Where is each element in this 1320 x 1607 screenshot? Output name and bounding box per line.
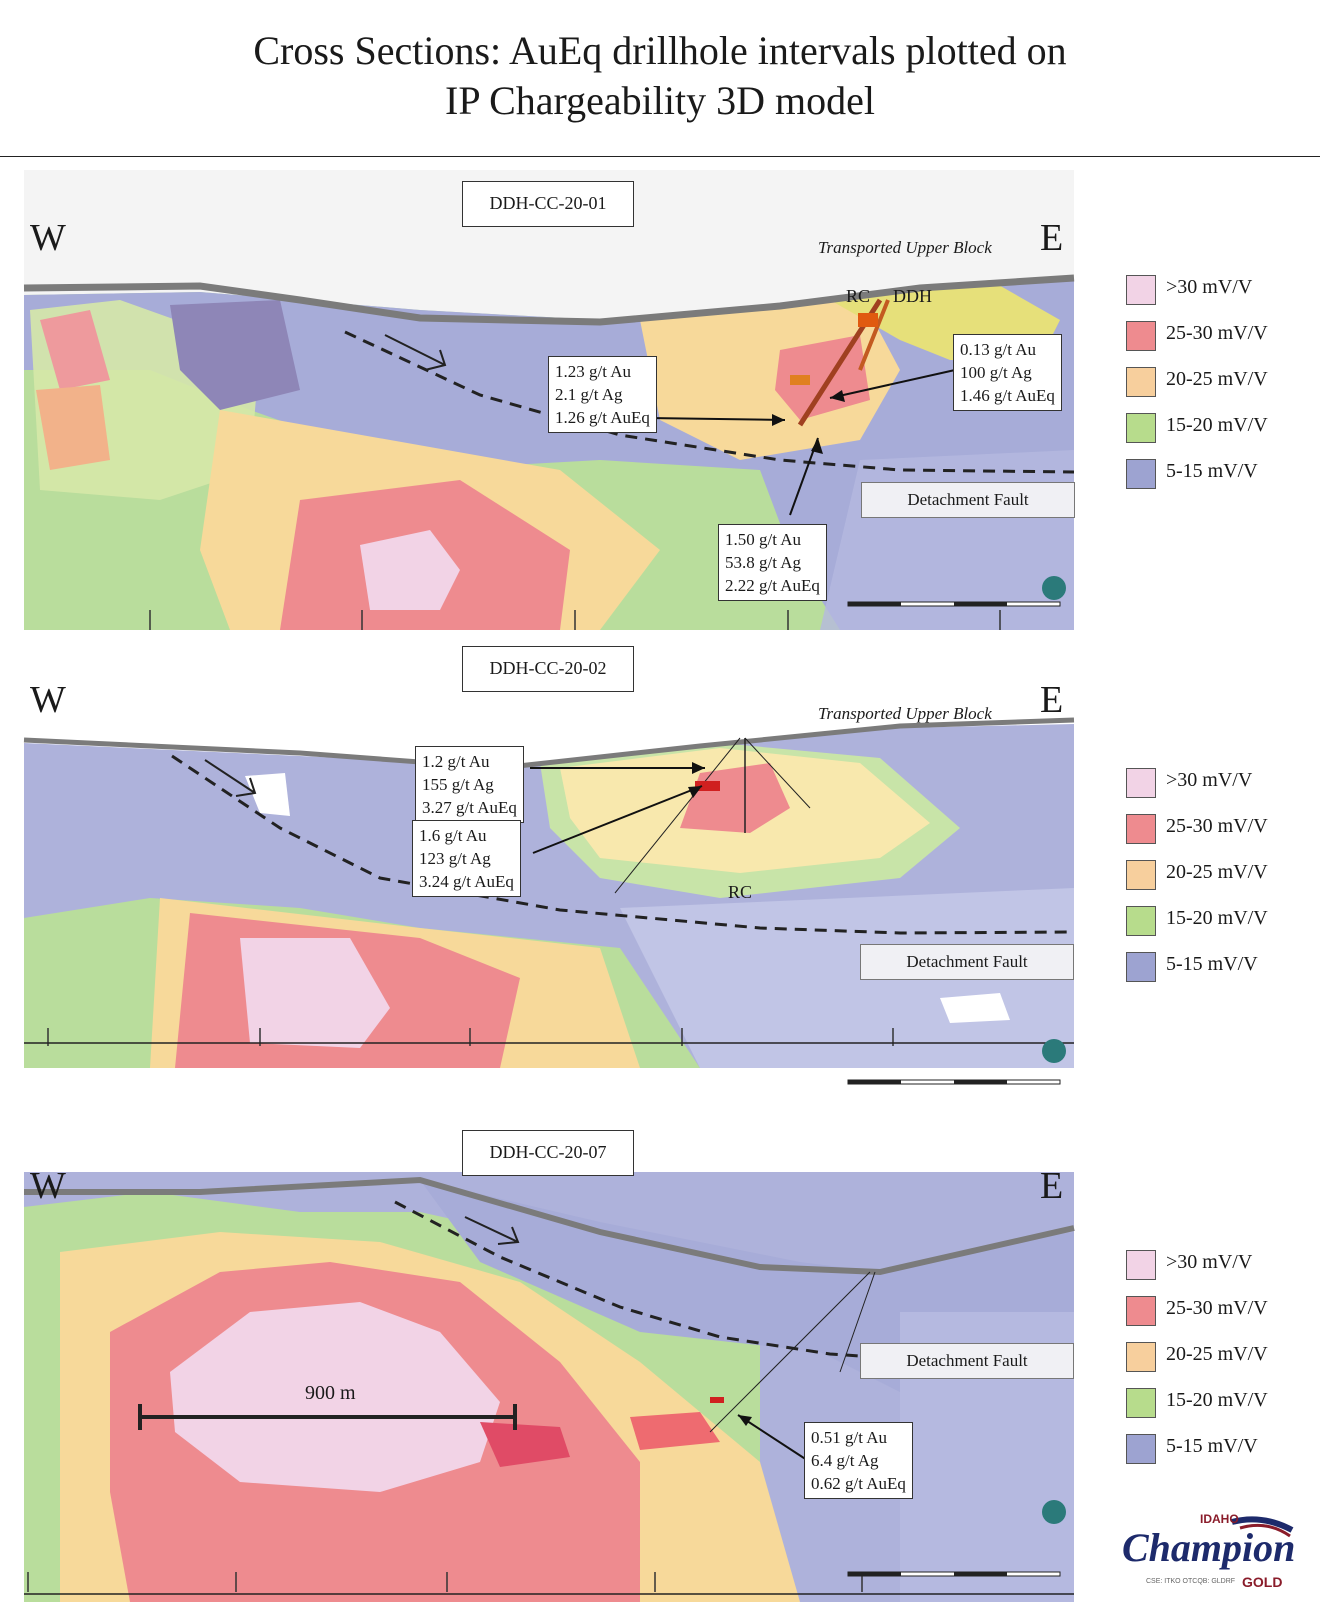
legend-swatch xyxy=(1126,413,1156,443)
idaho-champion-gold-logo: IDAHO Champion CSE: ITKO OTCQB: GLDRF GO… xyxy=(1122,1512,1312,1602)
logo-main-text: Champion xyxy=(1122,1525,1296,1570)
detachment-fault-label: Detachment Fault xyxy=(861,482,1075,518)
legend-swatch xyxy=(1126,459,1156,489)
rc-label: RC xyxy=(728,882,753,902)
legend-swatch xyxy=(1126,1250,1156,1280)
assay-annotation: 0.51 g/t Au 6.4 g/t Ag 0.62 g/t AuEq xyxy=(804,1422,913,1499)
legend-swatch xyxy=(1126,275,1156,305)
west-label: W xyxy=(30,1165,66,1207)
hole-label: DDH-CC-20-01 xyxy=(462,181,634,227)
chargeability-section-3 xyxy=(24,1172,1075,1602)
legend-swatch xyxy=(1126,1388,1156,1418)
assay-annotation: 1.50 g/t Au 53.8 g/t Ag 2.22 g/t AuEq xyxy=(718,524,827,601)
checkered-flag-icon xyxy=(1231,1516,1294,1538)
assay-annotation: 1.6 g/t Au 123 g/t Ag 3.24 g/t AuEq xyxy=(412,820,521,897)
chargeability-section-2 xyxy=(23,648,1075,1118)
chargeability-section-1 xyxy=(23,170,1075,630)
west-label: W xyxy=(30,217,66,259)
west-label: W xyxy=(30,679,66,721)
rc-label: RC xyxy=(846,286,871,306)
page-title-line-1: Cross Sections: AuEq drillhole intervals… xyxy=(253,28,1067,73)
upper-block-label: Transported Upper Block xyxy=(818,704,992,723)
legend-swatch xyxy=(1126,1296,1156,1326)
hole-label: DDH-CC-20-07 xyxy=(462,1130,634,1176)
logo-ticker-text: CSE: ITKO OTCQB: GLDRF xyxy=(1146,1578,1236,1585)
title-divider xyxy=(0,156,1320,157)
legend-swatch xyxy=(1126,906,1156,936)
legend-swatch xyxy=(1126,814,1156,844)
logo-bottom-text: GOLD xyxy=(1242,1574,1283,1590)
ddh-label: DDH xyxy=(893,286,932,306)
assay-annotation: 0.13 g/t Au 100 g/t Ag 1.46 g/t AuEq xyxy=(953,334,1062,411)
east-label: E xyxy=(1040,1165,1064,1207)
legend-swatch xyxy=(1126,1434,1156,1464)
east-label: E xyxy=(1040,679,1064,721)
legend-swatch xyxy=(1126,321,1156,351)
legend-swatch xyxy=(1126,1342,1156,1372)
assay-annotation: 1.23 g/t Au 2.1 g/t Ag 1.26 g/t AuEq xyxy=(548,356,657,433)
cross-section-1: DDH-CC-20-01 W E Transported Upper Block… xyxy=(0,170,1320,640)
legend-swatch xyxy=(1126,860,1156,890)
upper-block-label: Transported Upper Block xyxy=(818,238,992,257)
cross-section-3: DDH-CC-20-07 W E 900 m 0.51 g/t Au 6.4 g… xyxy=(0,1130,1320,1602)
legend-swatch xyxy=(1126,952,1156,982)
hole-label: DDH-CC-20-02 xyxy=(462,646,634,692)
distance-label: 900 m xyxy=(305,1382,356,1404)
legend-swatch xyxy=(1126,768,1156,798)
page-title-line-2: IP Chargeability 3D model xyxy=(445,78,875,123)
legend-swatch xyxy=(1126,367,1156,397)
assay-annotation: 1.2 g/t Au 155 g/t Ag 3.27 g/t AuEq xyxy=(415,746,524,823)
logo-top-text: IDAHO xyxy=(1200,1512,1239,1526)
cross-section-2: DDH-CC-20-02 W E Transported Upper Block… xyxy=(0,646,1320,1118)
east-label: E xyxy=(1040,217,1064,259)
detachment-fault-label: Detachment Fault xyxy=(860,944,1074,980)
detachment-fault-label: Detachment Fault xyxy=(860,1343,1074,1379)
